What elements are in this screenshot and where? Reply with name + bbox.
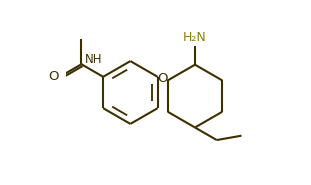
Text: NH: NH: [85, 53, 102, 66]
Text: O: O: [48, 70, 59, 83]
Text: H₂N: H₂N: [183, 31, 207, 44]
Text: O: O: [157, 72, 168, 85]
